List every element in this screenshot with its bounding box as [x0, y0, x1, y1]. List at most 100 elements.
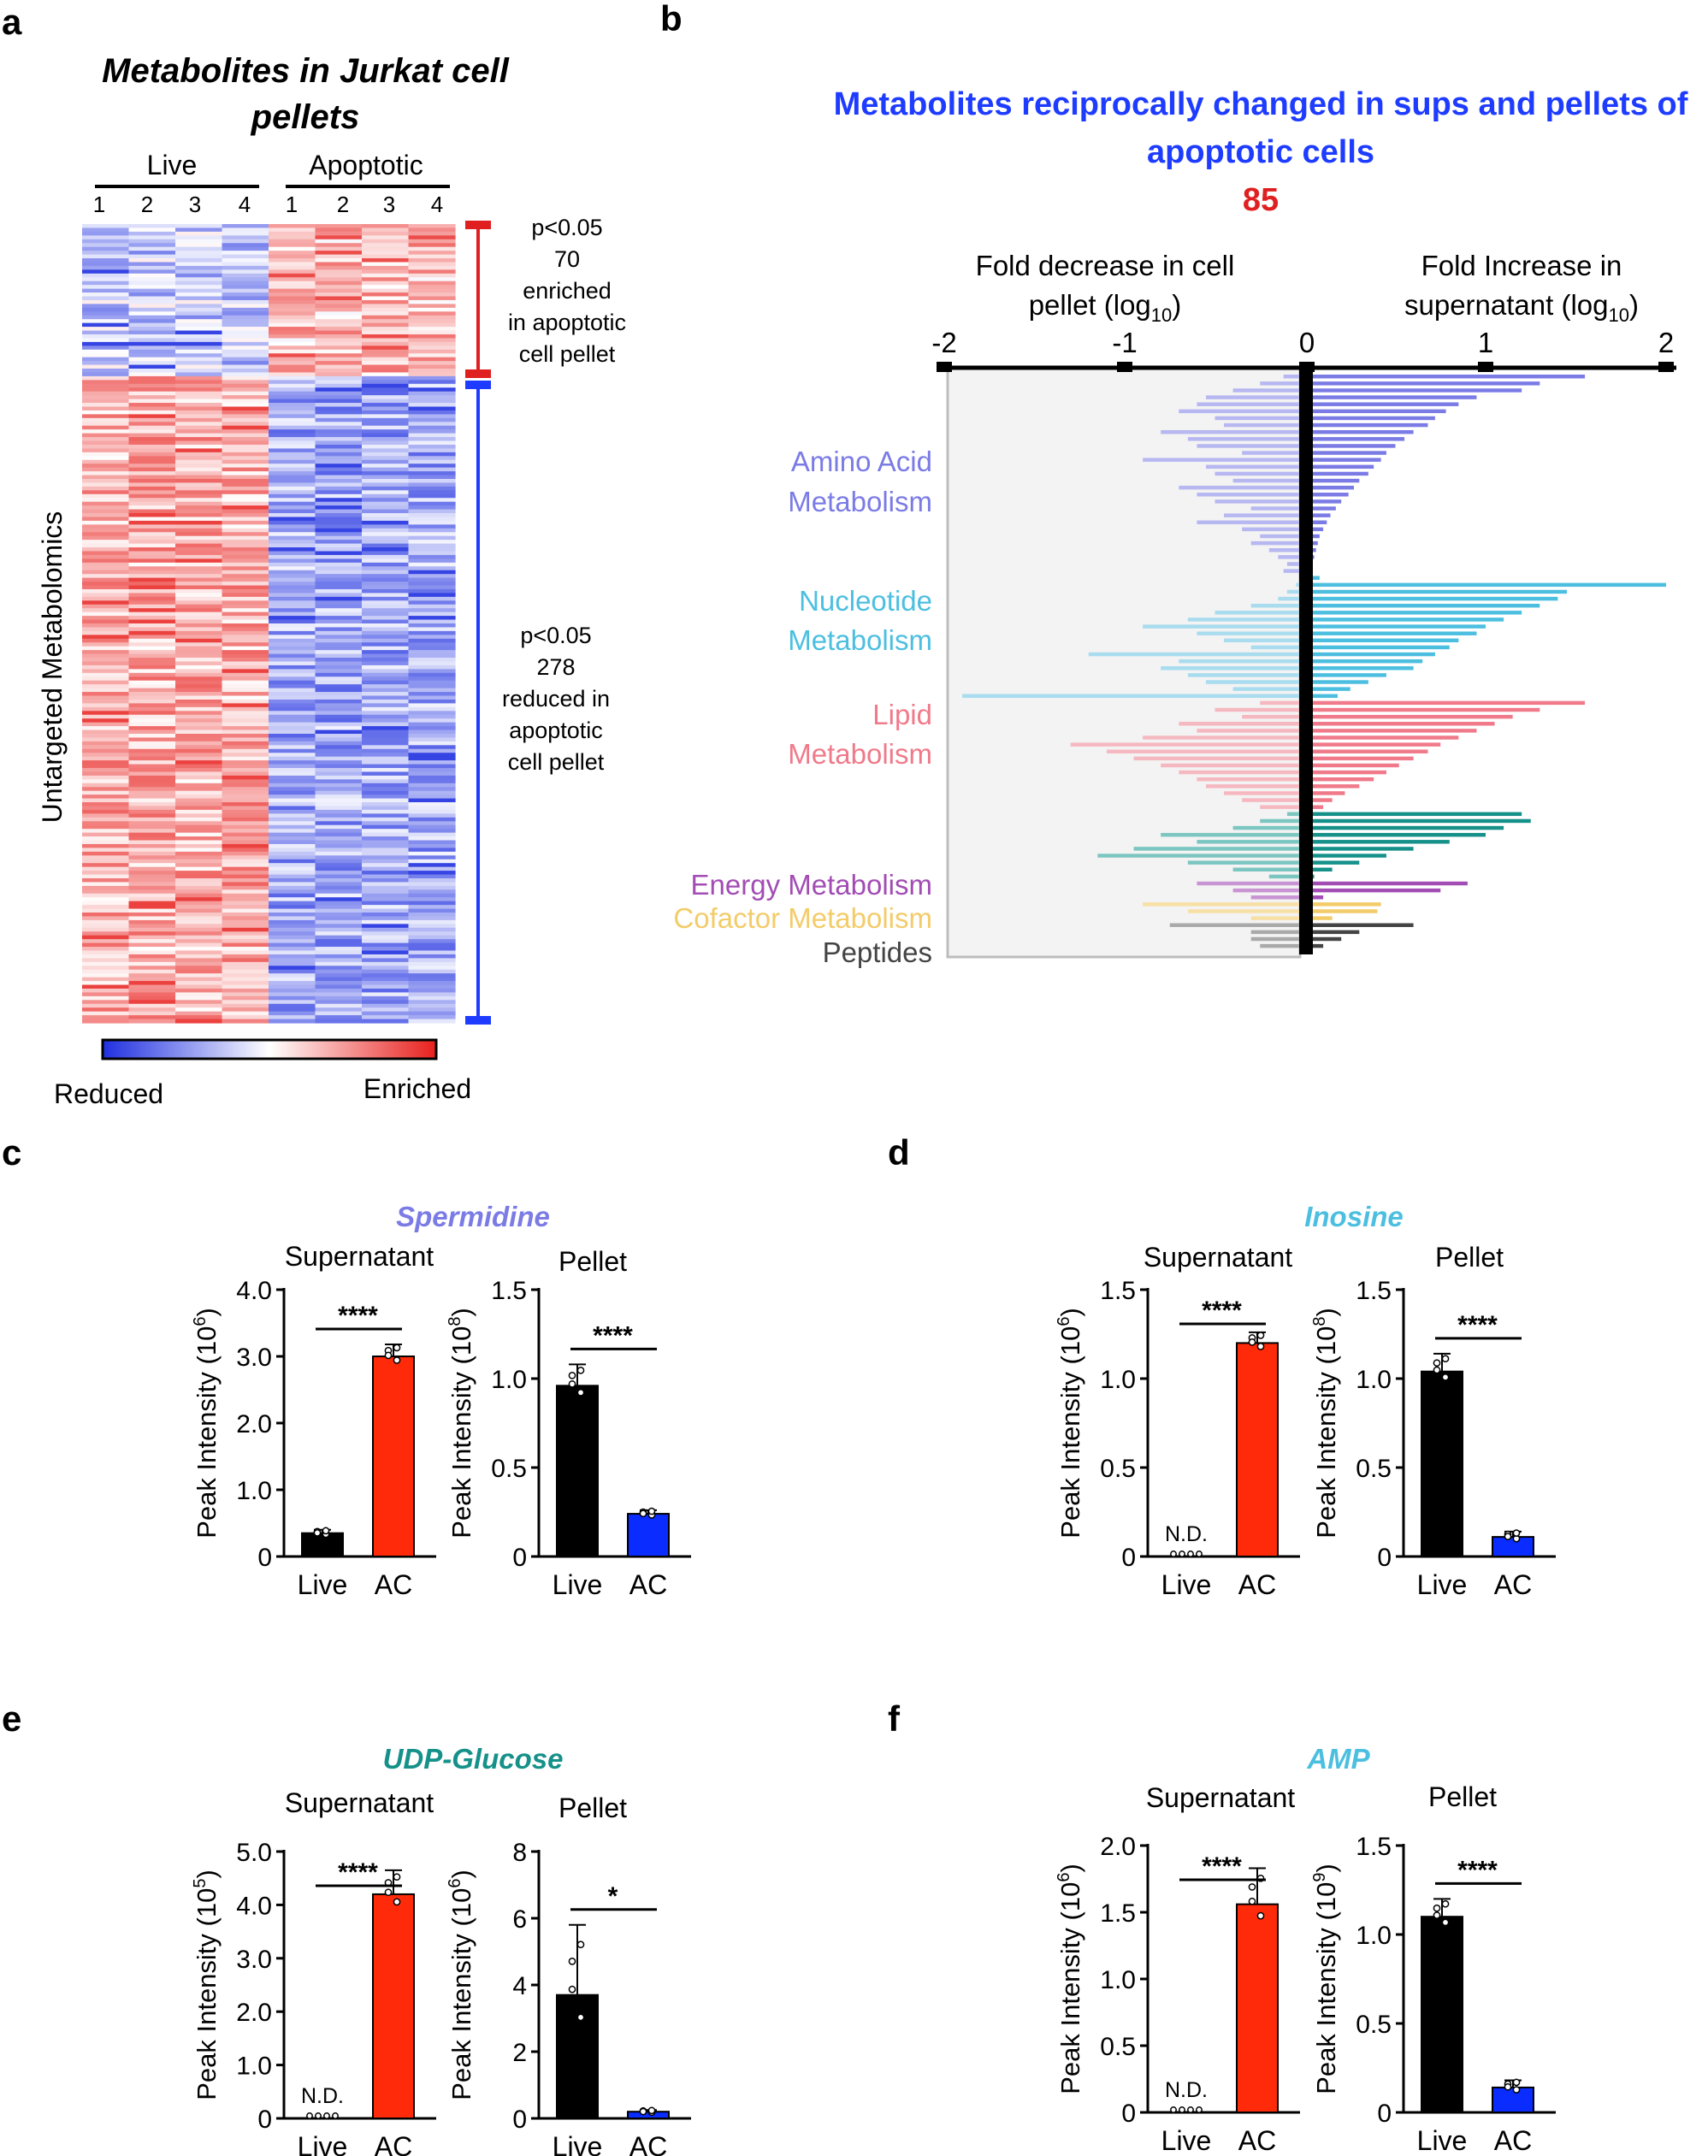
heatmap-cell [128, 859, 176, 864]
heatmap-cell [269, 486, 316, 491]
heatmap-cell [175, 771, 223, 777]
heatmap-cell [222, 874, 269, 879]
heatmap-cell [82, 299, 130, 304]
heatmap-cell [269, 988, 316, 994]
lane-number: 3 [383, 192, 395, 217]
heatmap-cell [269, 919, 316, 924]
pellet-bar [1232, 388, 1305, 393]
heatmap-cell [269, 832, 316, 837]
heatmap-cell [315, 714, 363, 719]
heatmap-cell [175, 817, 223, 822]
heatmap-cell [315, 341, 363, 346]
heatmap-cell [82, 532, 130, 537]
heatmap-cell [82, 665, 130, 670]
heatmap-cell [82, 1000, 130, 1005]
heatmap-cell [128, 262, 176, 267]
heatmap-cell [315, 593, 363, 598]
heatmap-cell [175, 859, 223, 864]
heatmap-cell [269, 334, 316, 340]
pellet-bar [1197, 444, 1305, 448]
bar [372, 1356, 415, 1557]
heatmap-cell [408, 871, 456, 876]
heatmap-cell [175, 973, 223, 978]
heatmap-cell [408, 243, 456, 248]
heatmap-cell [222, 676, 269, 682]
heatmap-cell [128, 269, 176, 275]
heatmap-cell [128, 375, 176, 381]
heatmap-cell [175, 646, 223, 651]
heatmap-cell [128, 346, 176, 351]
heatmap-cell [362, 327, 410, 332]
heatmap-cell [315, 380, 363, 385]
heatmap-cell [222, 961, 269, 966]
y-axis-label-text: Peak Intensity (10 [1311, 1882, 1341, 2094]
heatmap-cell [408, 444, 456, 450]
heatmap-cell [269, 574, 316, 579]
heatmap-cell [408, 1015, 456, 1020]
heatmap-cell [408, 748, 456, 753]
heatmap-cell [315, 611, 363, 617]
heatmap-cell [362, 1007, 410, 1013]
heatmap-cell [82, 292, 130, 298]
heatmap-cell [82, 395, 130, 400]
heatmap-cell [269, 771, 316, 777]
heatmap-cell [362, 733, 410, 739]
pellet-bar [1133, 847, 1305, 851]
heatmap-cell [222, 954, 269, 959]
heatmap-cell [128, 623, 176, 629]
heatmap-cell [128, 848, 176, 853]
heatmap-cell [315, 737, 363, 742]
heatmap-cell [222, 695, 269, 700]
x-tick-label: Live [1161, 2125, 1212, 2156]
heatmap-cell [222, 490, 269, 495]
heatmap-cell [222, 403, 269, 408]
heatmap-cell [362, 756, 410, 761]
heatmap-cell [362, 688, 410, 693]
heatmap-cell [408, 787, 456, 792]
pellet-bar [1224, 791, 1305, 795]
heatmap-cell [175, 905, 223, 910]
heatmap-cell [128, 627, 176, 632]
heatmap-cell [315, 296, 363, 301]
heatmap-cell [128, 231, 176, 236]
data-point [647, 2106, 656, 2115]
heatmap-cell [362, 802, 410, 807]
heatmap-cell [315, 547, 363, 552]
heatmap-cell [269, 535, 316, 540]
heatmap-cell [175, 285, 223, 290]
heatmap-cell [128, 958, 176, 963]
y-tick-label: 1.0 [491, 1366, 527, 1394]
pellet-bar [1260, 818, 1305, 824]
heatmap-cell [315, 425, 363, 430]
heatmap-cell [315, 231, 363, 236]
heatmap-cell [128, 501, 176, 506]
heatmap-cell [315, 349, 363, 354]
heatmap-cell [82, 676, 130, 682]
heatmap-cell [82, 414, 130, 419]
heatmap-cell [408, 851, 456, 856]
heatmap-cell [408, 783, 456, 788]
subtitle: Pellet [558, 1246, 627, 1277]
heatmap-cell [362, 931, 410, 936]
heatmap-cell [128, 919, 176, 924]
heatmap-cell [82, 444, 130, 450]
heatmap-cell [128, 1007, 176, 1013]
heatmap-cell [315, 650, 363, 655]
heatmap-cell [269, 464, 316, 469]
heatmap-cell [175, 927, 223, 932]
heatmap-cell [222, 733, 269, 739]
heatmap-cell [362, 288, 410, 293]
heatmap-cell [269, 224, 316, 229]
heatmap-cell [362, 440, 410, 446]
heatmap-cell [315, 787, 363, 792]
heatmap-cell [128, 540, 176, 545]
heatmap-cell [175, 246, 223, 251]
heatmap-cell [408, 422, 456, 427]
heatmap-cell [82, 574, 130, 579]
pellet-bar [1250, 540, 1305, 546]
y-axis-label: Peak Intensity (106) [1055, 1864, 1085, 2094]
heatmap-cell [128, 653, 176, 659]
heatmap-cell [222, 756, 269, 761]
